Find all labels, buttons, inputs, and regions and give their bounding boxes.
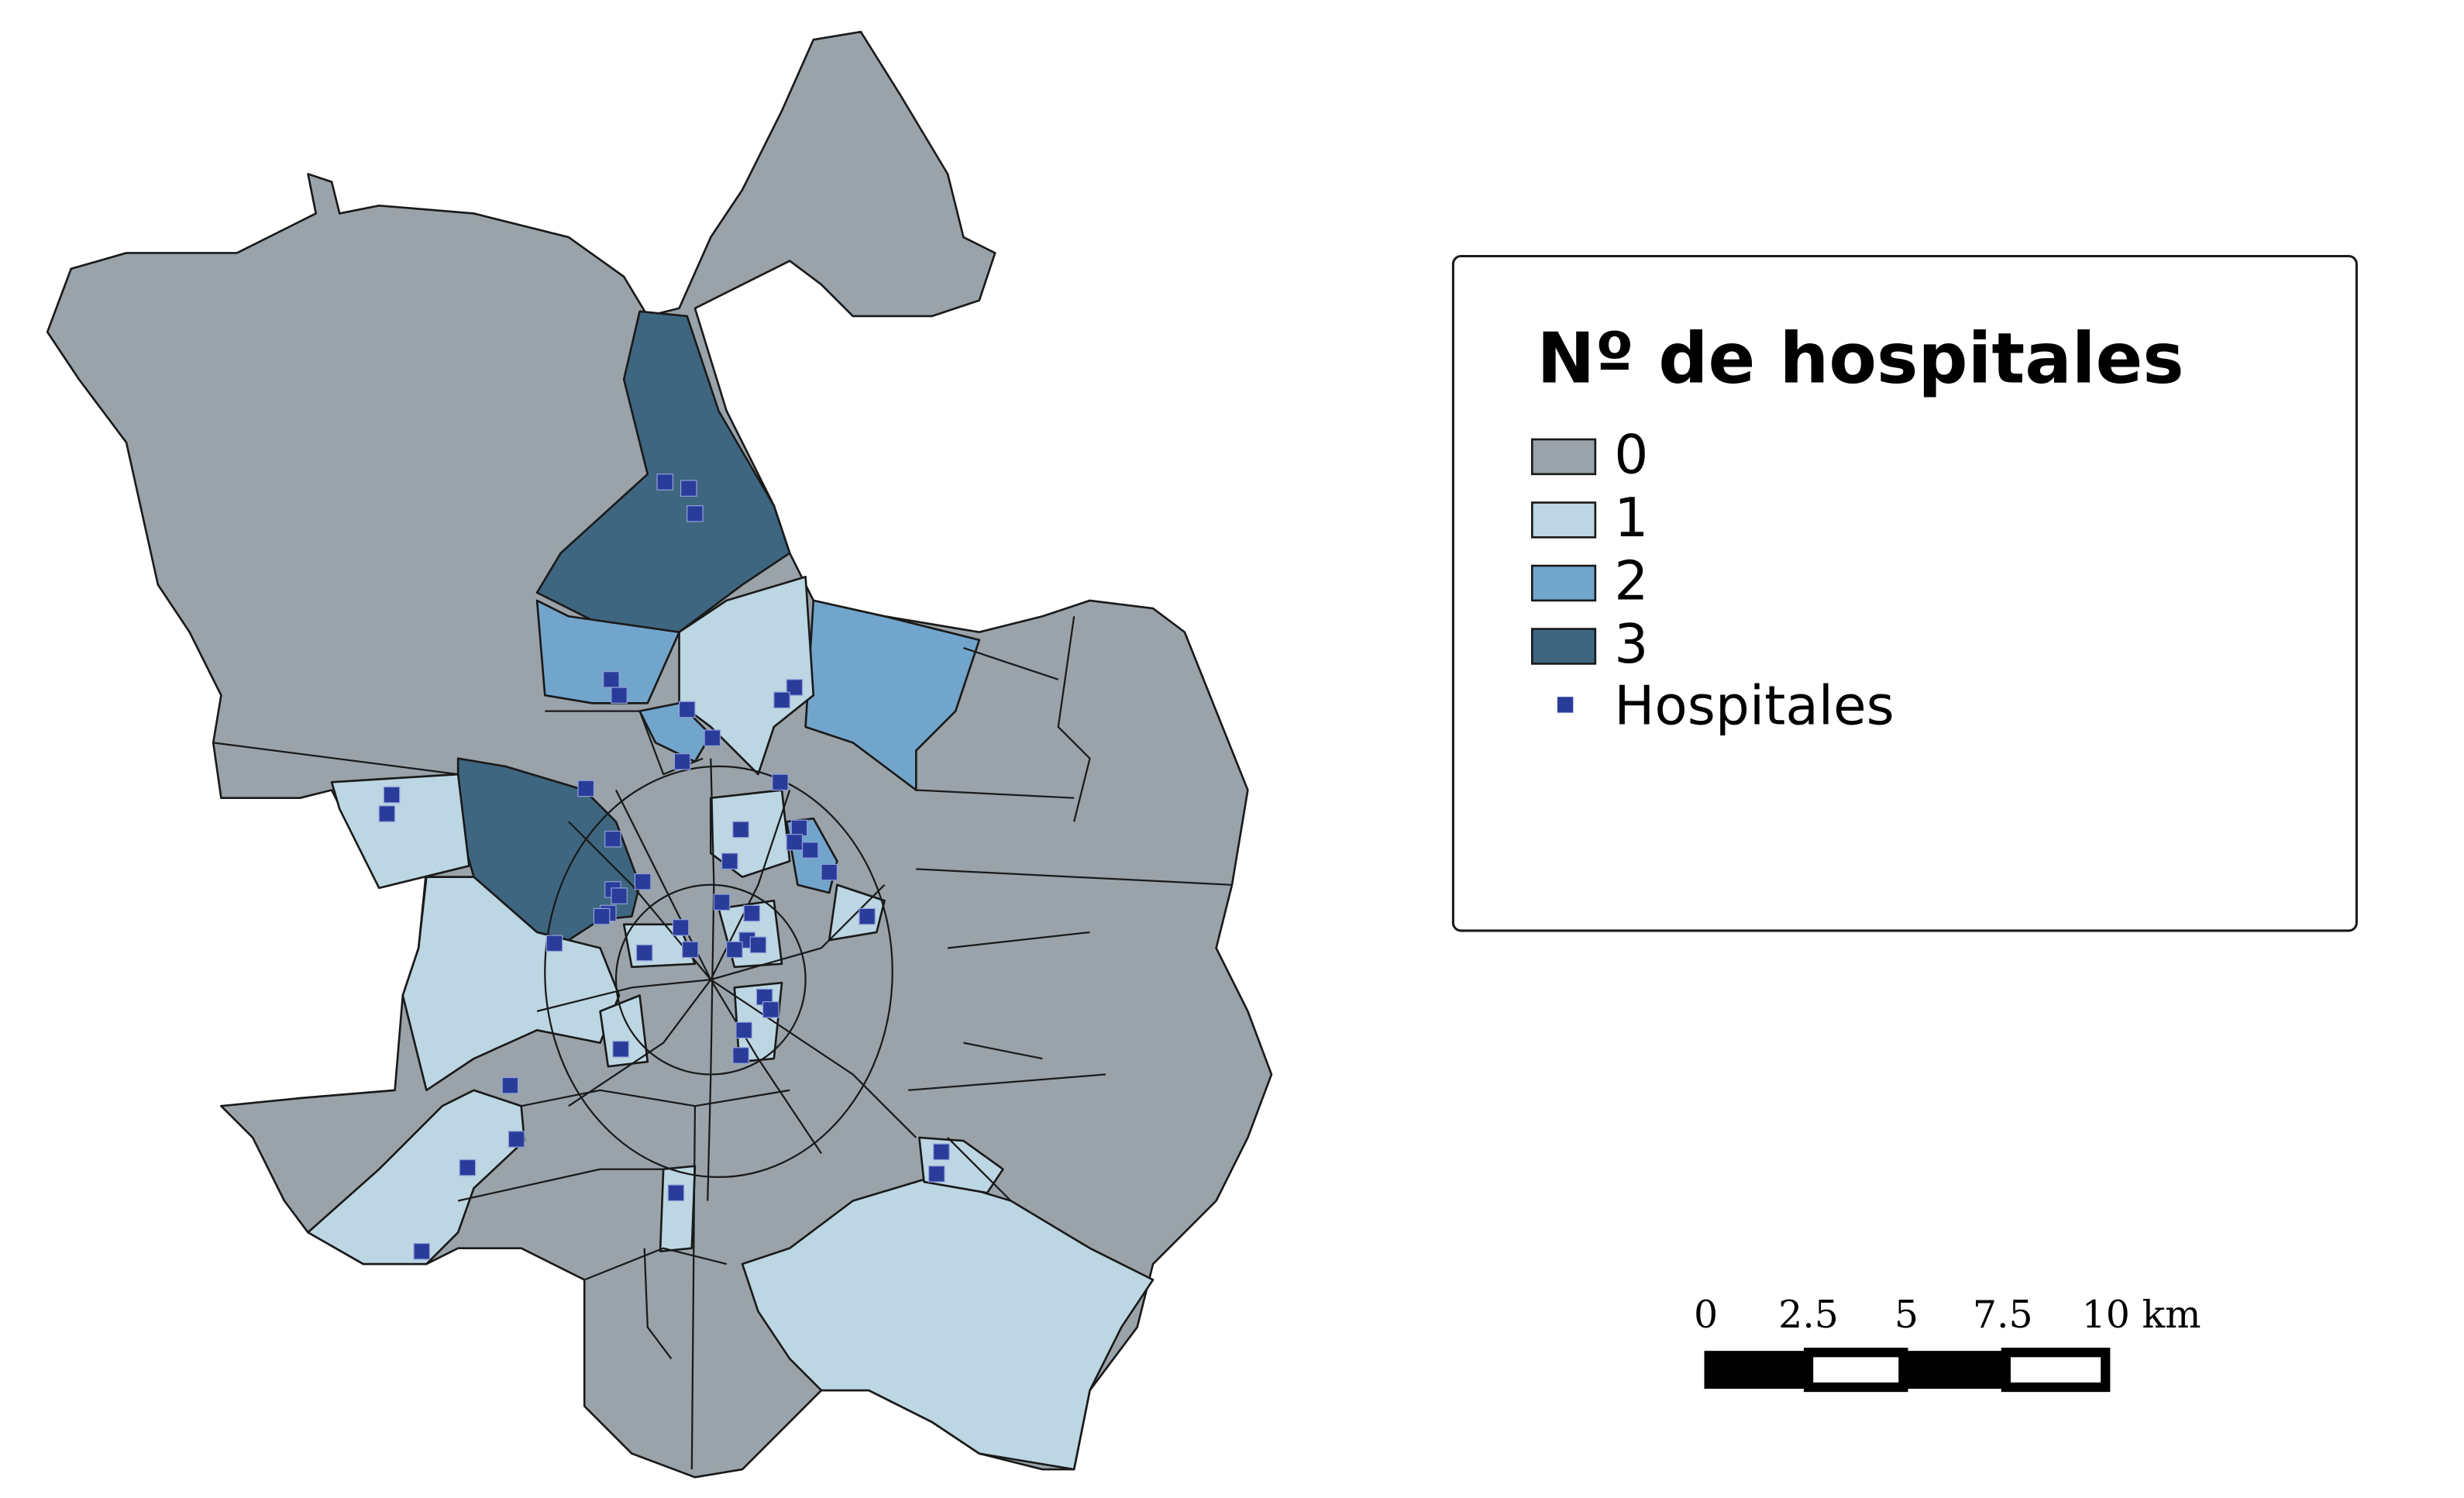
hospital (713, 894, 731, 911)
scale-segment (1901, 1351, 2008, 1390)
scale-label: 0 (1694, 1293, 1718, 1337)
hospital (593, 907, 611, 925)
hospital (704, 729, 721, 747)
scale-bar (1704, 1348, 2111, 1393)
hospital (508, 1131, 525, 1148)
districts (46, 30, 1273, 1479)
hospital (635, 944, 653, 962)
hospital (656, 474, 673, 491)
hospital (786, 679, 804, 696)
legend-label: 2 (1614, 551, 1648, 613)
hospital (773, 691, 790, 709)
hospital (772, 773, 789, 791)
legend-swatch (1530, 564, 1597, 602)
district (401, 876, 621, 1092)
hospital (732, 1047, 749, 1064)
legend-label: 3 (1614, 614, 1648, 676)
district (659, 1165, 697, 1253)
border (536, 758, 917, 1201)
hospital (786, 833, 804, 851)
hospital (928, 1166, 945, 1183)
hospital (933, 1143, 950, 1161)
hospital (678, 701, 696, 718)
hospital (383, 786, 401, 804)
hospital (612, 1041, 629, 1058)
scale-segment (1704, 1351, 1811, 1390)
hospital (604, 830, 621, 848)
legend-box (1451, 254, 2358, 932)
district (741, 1176, 1155, 1471)
hospital (459, 1159, 477, 1176)
scale-label: 7.5 (1973, 1293, 2033, 1337)
hospital (545, 935, 563, 952)
hospital (501, 1076, 519, 1094)
legend-swatch (1530, 628, 1597, 665)
hospital (859, 907, 876, 925)
scale-label: 2.5 (1778, 1293, 1839, 1337)
municipality-outline (46, 30, 1273, 1479)
hospital (611, 887, 628, 904)
legend-swatch (1530, 438, 1597, 476)
hospital (634, 873, 652, 890)
hospital (413, 1242, 431, 1260)
hospital (762, 1001, 779, 1018)
district (804, 599, 981, 791)
district (330, 773, 470, 890)
hospital-points (378, 474, 950, 1260)
hospital (603, 671, 620, 688)
hospital (682, 941, 699, 959)
hospital (680, 480, 697, 497)
hospital (726, 941, 743, 959)
hospital (667, 1184, 685, 1202)
hospital (378, 805, 396, 822)
hospital (790, 819, 808, 837)
scale-labels: 0 2.5 5 7.5 10 km (1694, 1293, 2201, 1337)
internal-borders (213, 616, 1233, 1470)
legend-title: Nº de hospitales (1537, 319, 2184, 400)
district (599, 994, 649, 1068)
hospital (743, 904, 761, 922)
legend-label: 0 (1614, 424, 1648, 486)
hospital (673, 753, 691, 770)
legend-point-swatch (1557, 697, 1574, 713)
legend-label: 1 (1614, 487, 1648, 549)
hospital (687, 504, 704, 522)
hospital (735, 1021, 752, 1039)
hospital (672, 919, 690, 936)
scale-label: 10 km (2082, 1293, 2201, 1337)
ring-road (544, 765, 893, 1179)
hospital (611, 687, 628, 704)
border (213, 616, 1233, 1470)
hospital (577, 780, 595, 797)
district (535, 599, 680, 704)
hospital (732, 821, 749, 839)
hospital (721, 852, 738, 870)
scale-label: 5 (1894, 1293, 1919, 1337)
scale-segment (1803, 1348, 1908, 1393)
hospital (821, 863, 838, 881)
legend-label: Hospitales (1614, 676, 1894, 738)
hospital (749, 936, 767, 954)
hospital (801, 842, 819, 859)
legend-swatch (1530, 501, 1597, 539)
scale-segment (2001, 1348, 2111, 1393)
